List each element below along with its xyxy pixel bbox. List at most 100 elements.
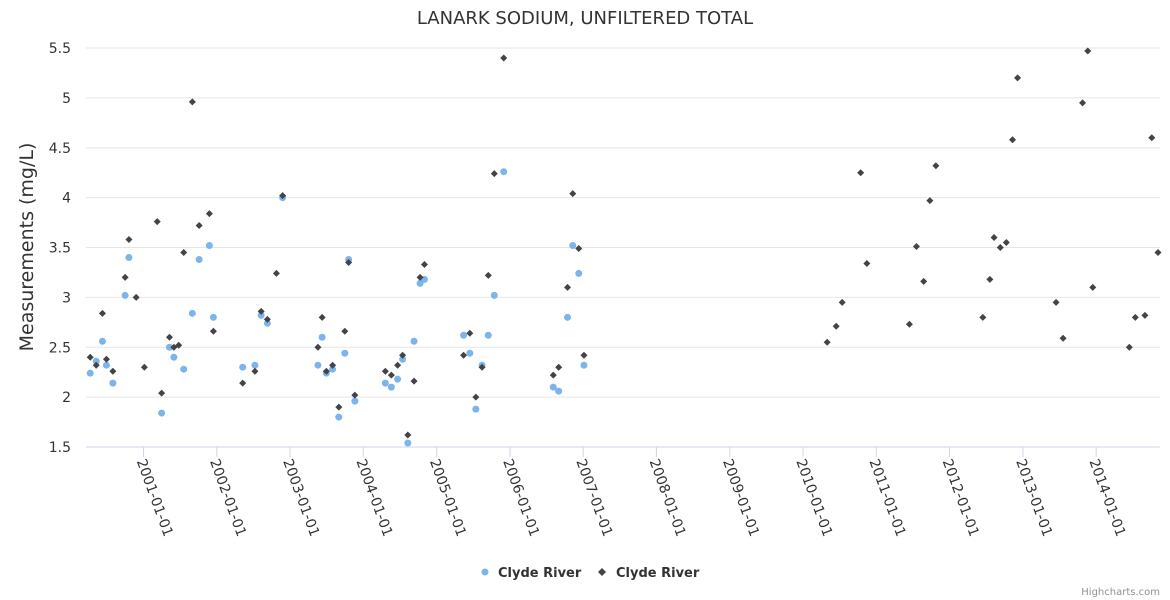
data-point[interactable] (986, 275, 994, 283)
data-point[interactable] (1148, 134, 1156, 142)
data-point[interactable] (990, 234, 998, 242)
data-point[interactable] (478, 363, 486, 371)
data-point[interactable] (1002, 239, 1010, 247)
data-point[interactable] (153, 218, 161, 226)
data-point[interactable] (257, 311, 265, 319)
data-point[interactable] (239, 363, 247, 371)
data-point[interactable] (109, 367, 117, 375)
data-point[interactable] (158, 389, 166, 397)
data-point[interactable] (863, 259, 871, 267)
data-point[interactable] (905, 320, 913, 328)
data-point[interactable] (263, 319, 271, 327)
data-point[interactable] (279, 192, 287, 200)
data-point[interactable] (979, 313, 987, 321)
data-point[interactable] (490, 291, 498, 299)
data-point[interactable] (460, 351, 468, 359)
data-point[interactable] (318, 313, 326, 321)
data-point[interactable] (335, 403, 343, 411)
data-point[interactable] (121, 273, 129, 281)
data-point[interactable] (555, 363, 563, 371)
data-point[interactable] (341, 349, 349, 357)
data-point[interactable] (1009, 136, 1017, 144)
data-point[interactable] (472, 393, 480, 401)
data-point[interactable] (926, 197, 934, 205)
data-point[interactable] (394, 375, 402, 383)
data-point[interactable] (500, 168, 508, 176)
data-point[interactable] (555, 387, 563, 395)
data-point[interactable] (387, 383, 395, 391)
data-point[interactable] (158, 409, 166, 417)
data-point[interactable] (322, 367, 330, 375)
data-point[interactable] (575, 244, 583, 252)
data-point[interactable] (314, 361, 322, 369)
data-point[interactable] (180, 365, 188, 373)
data-point[interactable] (575, 269, 583, 277)
data-point[interactable] (102, 361, 110, 369)
data-point[interactable] (239, 379, 247, 387)
data-point[interactable] (170, 353, 178, 361)
data-point[interactable] (466, 329, 474, 337)
data-point[interactable] (125, 236, 133, 244)
data-point[interactable] (188, 309, 196, 317)
data-point[interactable] (569, 190, 577, 198)
data-point[interactable] (564, 313, 572, 321)
data-point[interactable] (549, 383, 557, 391)
data-point[interactable] (335, 413, 343, 421)
legend-item-clyde-river-diamond[interactable]: Clyde River (598, 566, 700, 581)
data-point[interactable] (404, 439, 412, 447)
data-point[interactable] (345, 258, 353, 266)
data-point[interactable] (912, 243, 920, 251)
data-point[interactable] (98, 337, 106, 345)
data-point[interactable] (857, 169, 865, 177)
data-point[interactable] (1089, 283, 1097, 291)
data-point[interactable] (410, 377, 418, 385)
data-point[interactable] (92, 357, 100, 365)
data-point[interactable] (381, 379, 389, 387)
data-point[interactable] (410, 337, 418, 345)
credits-link[interactable]: Highcharts.com (1081, 587, 1160, 598)
data-point[interactable] (175, 341, 183, 349)
data-point[interactable] (932, 162, 940, 170)
data-point[interactable] (387, 371, 395, 379)
data-point[interactable] (490, 170, 498, 178)
data-point[interactable] (351, 391, 359, 399)
legend-item-clyde-river-circle[interactable]: Clyde River (481, 566, 582, 581)
data-point[interactable] (209, 313, 217, 321)
data-point[interactable] (180, 248, 188, 256)
data-point[interactable] (420, 260, 428, 268)
data-point[interactable] (205, 210, 213, 218)
data-point[interactable] (996, 244, 1004, 251)
data-point[interactable] (569, 242, 577, 250)
data-point[interactable] (399, 355, 407, 363)
data-point[interactable] (195, 255, 203, 263)
data-point[interactable] (460, 331, 468, 339)
data-point[interactable] (251, 361, 259, 369)
data-point[interactable] (251, 367, 259, 375)
data-point[interactable] (165, 333, 173, 341)
data-point[interactable] (125, 253, 133, 261)
data-point[interactable] (484, 331, 492, 339)
data-point[interactable] (205, 242, 213, 250)
data-point[interactable] (381, 367, 389, 375)
data-point[interactable] (165, 343, 173, 351)
data-point[interactable] (1141, 311, 1149, 319)
data-point[interactable] (329, 365, 337, 373)
data-point[interactable] (823, 338, 831, 346)
data-point[interactable] (1079, 99, 1087, 107)
data-point[interactable] (109, 379, 117, 387)
data-point[interactable] (484, 271, 492, 279)
data-point[interactable] (472, 405, 480, 413)
data-point[interactable] (98, 309, 106, 317)
data-point[interactable] (466, 349, 474, 357)
data-point[interactable] (132, 293, 140, 301)
data-point[interactable] (500, 54, 508, 62)
data-point[interactable] (121, 291, 129, 299)
data-point[interactable] (1052, 298, 1060, 306)
data-point[interactable] (257, 307, 265, 315)
data-point[interactable] (140, 363, 148, 371)
data-point[interactable] (318, 333, 326, 341)
data-point[interactable] (102, 355, 110, 363)
data-point[interactable] (416, 273, 424, 281)
data-point[interactable] (314, 343, 322, 351)
data-point[interactable] (188, 98, 196, 106)
